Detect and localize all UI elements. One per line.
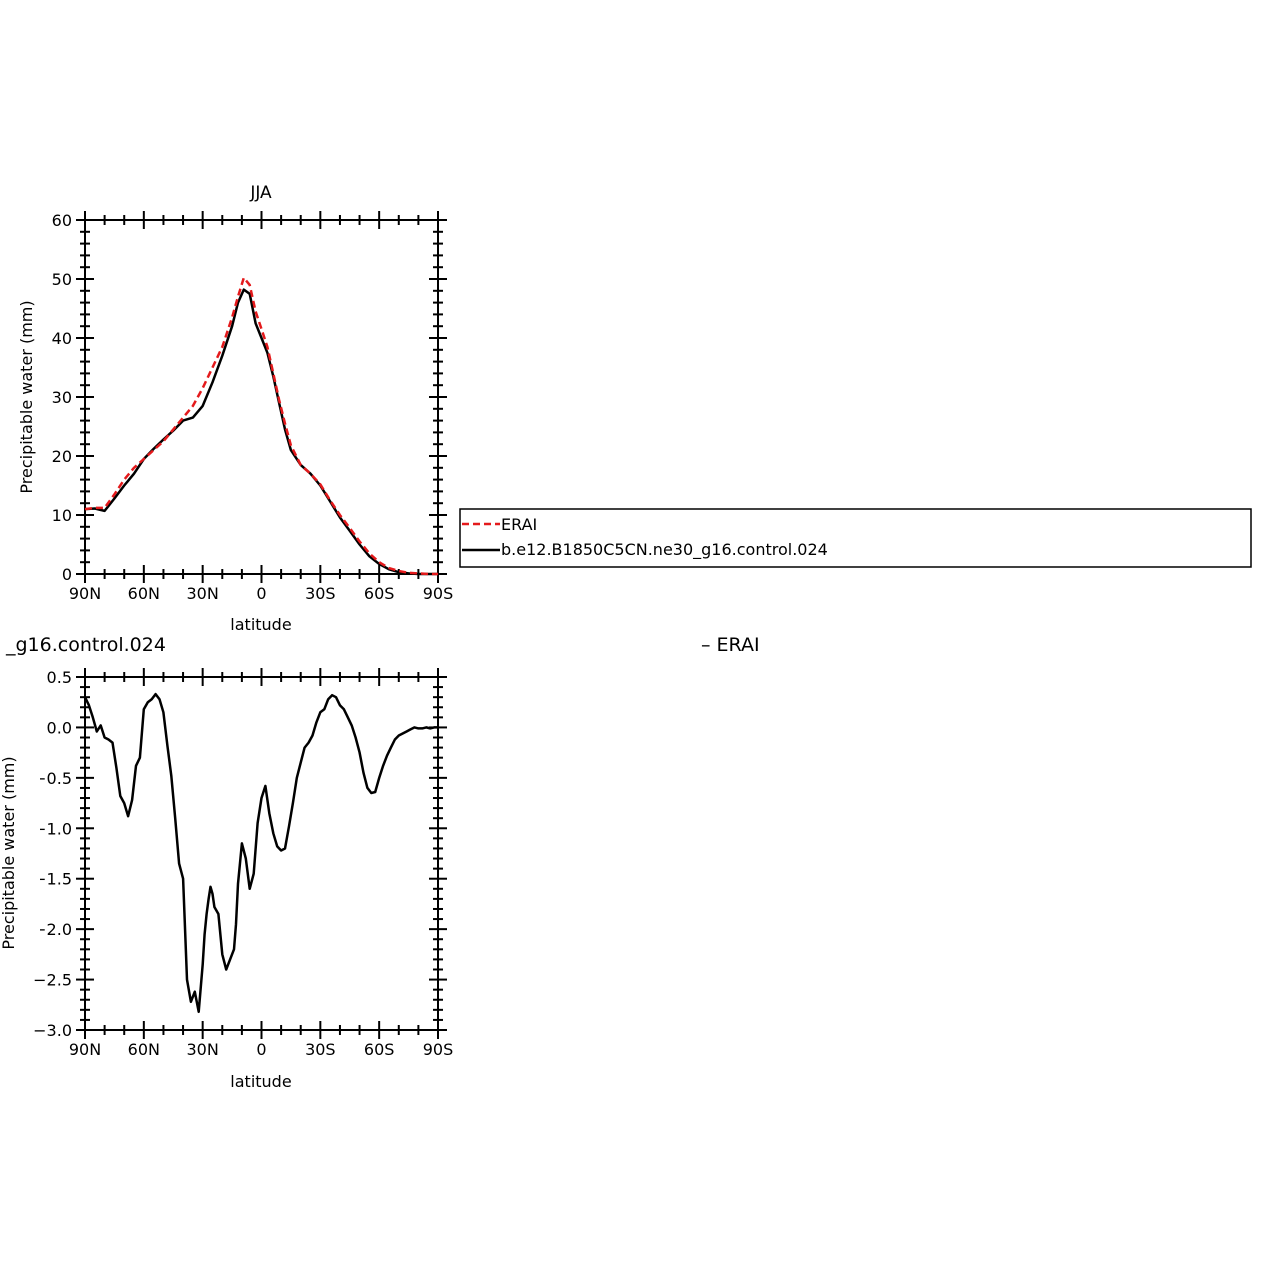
top-y-tick-label: 20	[52, 447, 72, 466]
top-x-tick-label: 0	[256, 584, 266, 603]
top-y-tick-label: 60	[52, 211, 72, 230]
top-plot-frame	[84, 219, 439, 575]
bottom-x-tick-label: 0	[256, 1040, 266, 1059]
top-panel: JJA 90N 60N 30N 0 30S 60S 90S 0 10 20 30 40 50 60 la…	[17, 183, 453, 634]
bottom-plot-frame	[84, 676, 439, 1031]
top-x-tick-label: 60N	[128, 584, 160, 603]
bottom-chart-title: _g16.control.024	[5, 634, 166, 656]
bottom-y-tick-label: 0.0	[47, 718, 72, 737]
bottom-y-tick-label: 0.5	[47, 668, 72, 687]
top-series-line-0	[84, 276, 438, 576]
bottom-y-tick-label: −0.5	[33, 769, 72, 788]
bottom-x-tick-label: 60S	[364, 1040, 395, 1059]
top-chart-title: JJA	[249, 183, 272, 203]
top-y-tick-label: 10	[52, 506, 72, 525]
top-series	[84, 276, 438, 576]
top-x-tick-label: 30S	[305, 584, 336, 603]
bottom-x-axis-label: latitude	[230, 1072, 291, 1091]
bottom-series	[83, 692, 438, 1014]
top-y-tick-label: 30	[52, 388, 72, 407]
top-x-tick-label: 60S	[364, 584, 395, 603]
bottom-y-label-mask	[30, 740, 40, 970]
bottom-panel: _g16.control.024 – ERAI 90N 60N 30N 0 30S 60S…	[0, 634, 760, 1091]
bottom-y-tick-label: −1.0	[33, 819, 72, 838]
bottom-y-tick-label: −1.5	[33, 870, 72, 889]
top-x-tick-label: 30N	[187, 584, 219, 603]
bottom-x-tick-label: 90S	[423, 1040, 454, 1059]
bottom-y-tick-label: −2.0	[33, 920, 72, 939]
legend-box	[459, 508, 1252, 568]
top-y-axis: 0 10 20 30 40 50 60	[52, 211, 447, 584]
legend-model-label: b.e12.B1850C5CN.ne30_g16.control.024	[501, 540, 828, 560]
top-y-tick-label: 50	[52, 270, 72, 289]
top-y-tick-label: 0	[62, 565, 72, 584]
bottom-y-axis-label: Precipitable water (mm)	[0, 756, 18, 949]
bottom-y-tick-label: −2.5	[33, 971, 72, 990]
top-y-tick-label: 40	[52, 329, 72, 348]
top-x-axis: 90N 60N 30N 0 30S 60S 90S	[69, 211, 453, 603]
top-series-line-1	[84, 288, 438, 576]
bottom-x-axis: 90N 60N 30N 0 30S 60S 90S	[69, 668, 453, 1059]
top-x-axis-label: latitude	[230, 615, 291, 634]
bottom-y-tick-label: −3.0	[33, 1021, 72, 1040]
top-y-axis-label: Precipitable water (mm)	[17, 300, 36, 493]
legend: ERAI b.e12.B1850C5CN.ne30_g16.control.02…	[459, 508, 1252, 568]
bottom-x-tick-label: 90N	[69, 1040, 101, 1059]
bottom-chart-title-right: – ERAI	[701, 634, 760, 656]
bottom-series-line-0	[83, 692, 438, 1014]
top-x-tick-label: 90S	[423, 584, 454, 603]
bottom-x-tick-label: 30S	[305, 1040, 336, 1059]
top-x-tick-label: 90N	[69, 584, 101, 603]
bottom-x-tick-label: 60N	[128, 1040, 160, 1059]
legend-erai-label: ERAI	[501, 515, 537, 534]
bottom-x-tick-label: 30N	[187, 1040, 219, 1059]
